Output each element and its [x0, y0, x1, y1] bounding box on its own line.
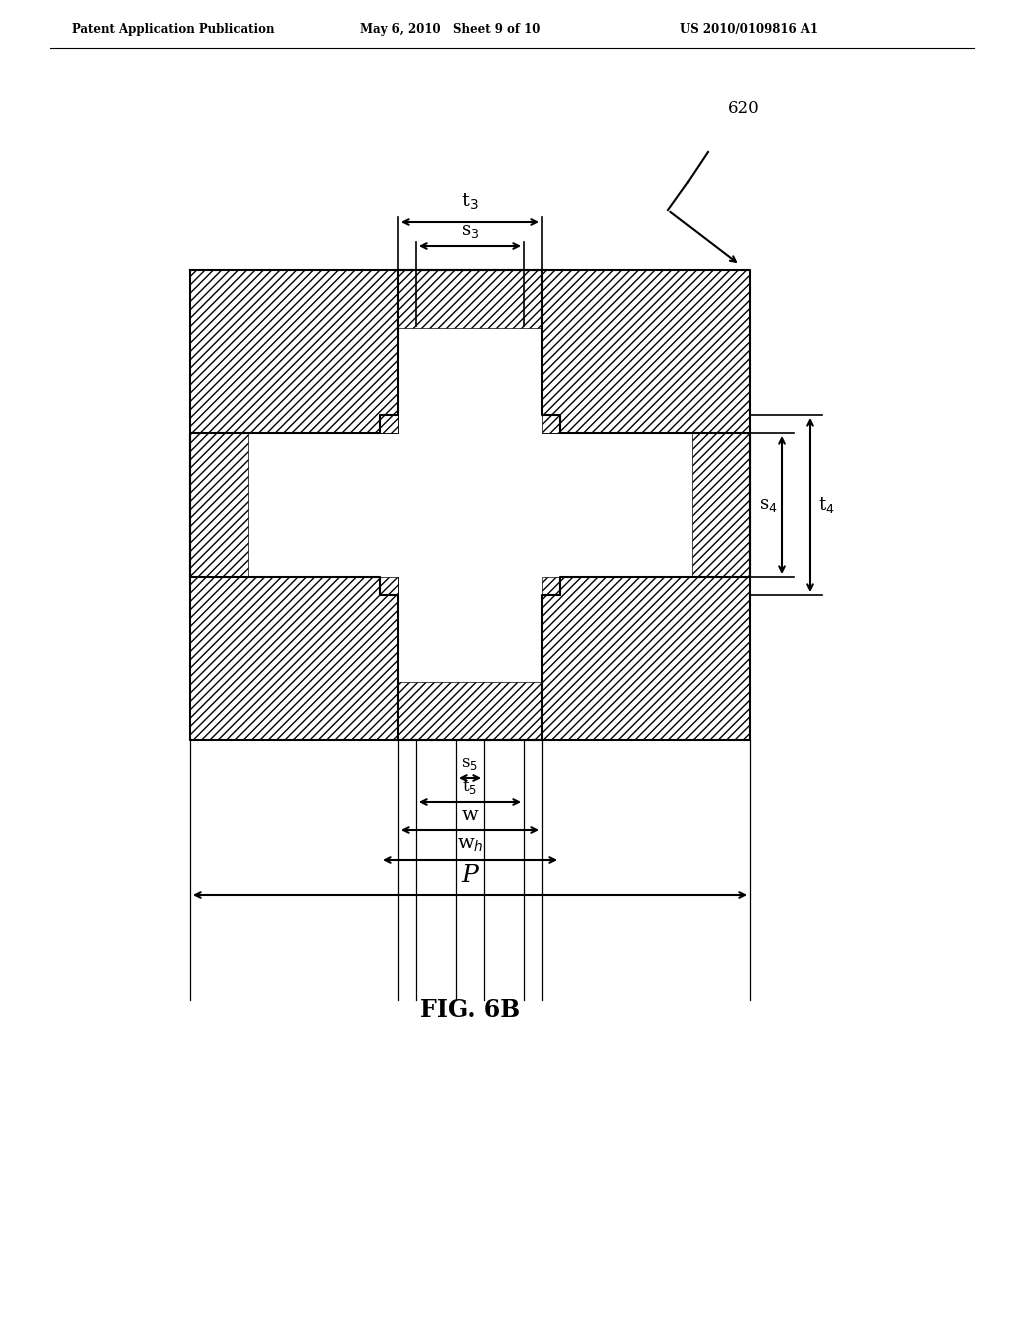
Text: FIG. 6B: FIG. 6B [420, 998, 520, 1022]
Text: s$_5$: s$_5$ [462, 755, 478, 772]
Bar [398, 271, 542, 327]
Text: t$_5$: t$_5$ [463, 777, 477, 796]
Bar [190, 271, 398, 433]
Bar [542, 577, 560, 595]
Bar [190, 271, 398, 433]
Bar [190, 433, 248, 577]
Bar [692, 433, 750, 577]
Bar [542, 414, 560, 433]
Text: 620: 620 [728, 100, 760, 117]
Text: t$_3$: t$_3$ [461, 191, 479, 213]
Text: Patent Application Publication: Patent Application Publication [72, 24, 274, 37]
Bar [692, 433, 750, 577]
Bar [380, 577, 398, 595]
Bar [542, 414, 560, 433]
Bar [542, 271, 750, 433]
Bar [398, 271, 542, 327]
Text: May 6, 2010   Sheet 9 of 10: May 6, 2010 Sheet 9 of 10 [360, 24, 541, 37]
Bar [380, 414, 398, 433]
Bar [380, 414, 398, 433]
Bar [190, 271, 750, 741]
Text: w: w [462, 807, 478, 824]
Bar [542, 271, 750, 433]
Text: US 2010/0109816 A1: US 2010/0109816 A1 [680, 24, 818, 37]
Text: s$_4$: s$_4$ [760, 496, 778, 513]
Bar [190, 577, 398, 741]
Bar [398, 682, 542, 741]
Bar [190, 433, 248, 577]
Bar [542, 577, 560, 595]
Bar [380, 577, 398, 595]
Text: w$_h$: w$_h$ [457, 836, 483, 854]
Text: s$_3$: s$_3$ [461, 222, 479, 240]
Text: t$_4$: t$_4$ [818, 495, 835, 515]
Bar [542, 577, 750, 741]
Text: P: P [462, 865, 478, 887]
Bar [398, 682, 542, 741]
Bar [190, 577, 398, 741]
Bar [542, 577, 750, 741]
